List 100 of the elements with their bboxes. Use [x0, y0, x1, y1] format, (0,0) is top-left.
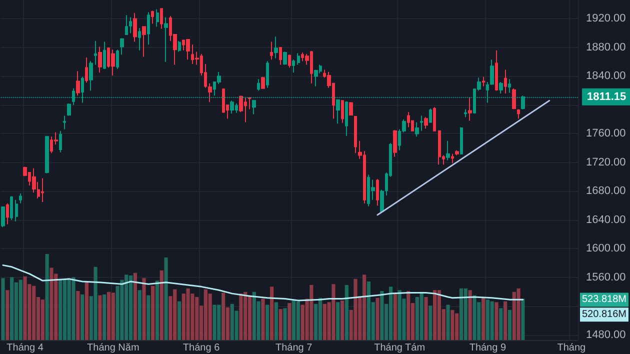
- x-tick-label: Tháng 9: [469, 342, 506, 354]
- candlestick: [512, 88, 516, 110]
- bar: [45, 254, 49, 340]
- bar: [490, 301, 494, 340]
- ref-line-label: 1811.15: [587, 90, 626, 103]
- candlestick: [490, 59, 494, 86]
- bar: [472, 295, 476, 340]
- candlestick: [111, 49, 115, 76]
- candlestick: [142, 26, 146, 58]
- y-tick-label: 1640.00: [586, 214, 626, 226]
- bar: [146, 295, 150, 340]
- candlestick: [164, 16, 168, 62]
- bar: [164, 257, 168, 340]
- bar: [420, 292, 424, 340]
- candlestick: [125, 14, 128, 36]
- candlestick: [248, 96, 251, 110]
- bar: [508, 310, 512, 340]
- x-tick-label: Tháng Năm: [87, 342, 140, 354]
- bar: [481, 297, 486, 340]
- bar: [344, 284, 348, 340]
- candlestick: [1, 206, 5, 228]
- bar: [142, 278, 146, 340]
- bar: [380, 290, 384, 340]
- candlestick: [455, 150, 459, 156]
- bar: [388, 286, 393, 340]
- bar: [274, 302, 278, 340]
- candlestick: [345, 100, 348, 136]
- bar: [354, 278, 358, 340]
- bar: [362, 274, 366, 340]
- candlestick: [393, 130, 397, 158]
- bar: [151, 286, 155, 340]
- candlestick: [76, 70, 80, 96]
- candlestick: [349, 102, 353, 116]
- y-tick-label: 1760.00: [586, 128, 626, 140]
- y-tick-label: 1720.00: [586, 156, 626, 168]
- candlestick: [504, 69, 507, 94]
- candlestick: [156, 8, 159, 28]
- candlestick: [138, 28, 141, 51]
- x-tick-label: Tháng 7: [275, 342, 313, 354]
- bar: [450, 310, 454, 340]
- candlestick: [341, 100, 344, 124]
- bar: [446, 304, 450, 340]
- bar: [468, 290, 472, 340]
- candlestick: [63, 115, 66, 130]
- bar: [76, 290, 80, 340]
- bar: [80, 294, 84, 340]
- bar: [336, 302, 340, 340]
- candlestick: [160, 8, 163, 30]
- candlestick: [283, 51, 287, 66]
- candlestick: [460, 126, 463, 156]
- candlestick: [433, 106, 436, 132]
- candlestick: [446, 140, 450, 161]
- bar: [208, 294, 212, 340]
- bar: [160, 270, 164, 340]
- candlestick: [85, 57, 88, 84]
- bar: [459, 288, 464, 340]
- candlestick: [103, 41, 106, 70]
- y-tick-label: 1560.00: [586, 271, 626, 284]
- bar: [239, 294, 243, 340]
- candlestick: [19, 192, 22, 204]
- candlestick: [451, 153, 454, 164]
- y-tick-label: 1680.00: [586, 185, 626, 198]
- bar: [222, 292, 226, 340]
- candlestick: [116, 49, 119, 70]
- x-tick-label: Tháng: [557, 342, 586, 354]
- bar: [393, 294, 397, 340]
- bar: [58, 280, 62, 340]
- bar: [266, 304, 270, 340]
- bar: [98, 295, 102, 340]
- candlestick: [147, 12, 150, 46]
- bar: [376, 298, 380, 340]
- candlestick: [468, 96, 472, 122]
- bar: [18, 280, 22, 340]
- bar: [499, 308, 503, 340]
- candlestick: [45, 135, 49, 174]
- candlestick: [257, 78, 260, 92]
- x-tick-label: Tháng 6: [182, 342, 220, 354]
- bar: [133, 272, 137, 340]
- candlestick: [120, 38, 124, 56]
- candlestick: [482, 76, 485, 87]
- bar: [40, 300, 44, 340]
- candlestick: [10, 196, 13, 220]
- bar: [437, 290, 442, 340]
- candlestick: [252, 99, 256, 115]
- candlestick: [94, 40, 97, 66]
- bar: [1, 278, 5, 340]
- bar: [84, 282, 89, 340]
- candlestick: [508, 78, 511, 94]
- bar: [111, 292, 115, 340]
- bar: [248, 295, 252, 340]
- bar: [278, 309, 282, 340]
- bar: [516, 288, 520, 340]
- bar: [521, 298, 525, 340]
- bar: [6, 290, 10, 340]
- bar: [292, 300, 296, 340]
- bar: [494, 302, 498, 340]
- candlestick: [517, 108, 520, 120]
- bar: [340, 300, 344, 340]
- candlestick: [89, 60, 93, 92]
- candlestick: [178, 40, 181, 52]
